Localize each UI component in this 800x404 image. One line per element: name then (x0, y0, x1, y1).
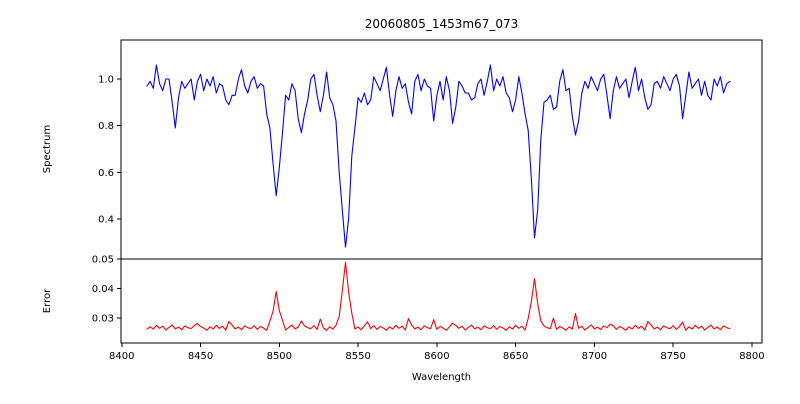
spectrum-y-tick-label: 0.4 (98, 215, 114, 226)
x-tick-label: 8500 (267, 351, 292, 362)
error-y-tick-label: 0.05 (92, 255, 114, 266)
error-plot-box (120, 258, 763, 344)
x-tick-label: 8550 (345, 351, 370, 362)
error-y-tick-label: 0.03 (92, 313, 114, 324)
spectrum-subplot: 0.4 0.6 0.8 1.0 (98, 39, 763, 260)
x-tick-label: 8700 (582, 351, 607, 362)
spectrum-y-axis-label: Spectrum (42, 125, 53, 173)
x-tick-label: 8650 (503, 351, 528, 362)
error-line (146, 261, 731, 331)
x-tick-label: 8600 (424, 351, 449, 362)
x-tick-label: 8800 (739, 351, 764, 362)
spectrum-y-tick-label: 1.0 (98, 74, 114, 85)
spectrum-y-tick-label: 0.6 (98, 168, 114, 179)
plot-areas: 0.4 0.6 0.8 1.0 0.03 0.04 0.05 8400 8450 8500 8550… (92, 39, 765, 363)
x-tick-label: 8450 (188, 351, 213, 362)
x-axis-label: Wavelength (412, 372, 471, 383)
error-y-axis-label: Error (42, 288, 53, 313)
error-y-tick-label: 0.04 (92, 284, 114, 295)
spectrum-plot-box (120, 39, 763, 260)
spectrum-y-tick-label: 0.8 (98, 121, 114, 132)
spectrum-line (146, 64, 731, 248)
chart-title: 20060805_1453m67_073 (365, 17, 518, 31)
x-tick-label: 8750 (660, 351, 685, 362)
error-subplot: 0.03 0.04 0.05 8400 8450 8500 8550 8600 8650 8700… (92, 255, 765, 363)
x-tick-label: 8400 (109, 351, 134, 362)
